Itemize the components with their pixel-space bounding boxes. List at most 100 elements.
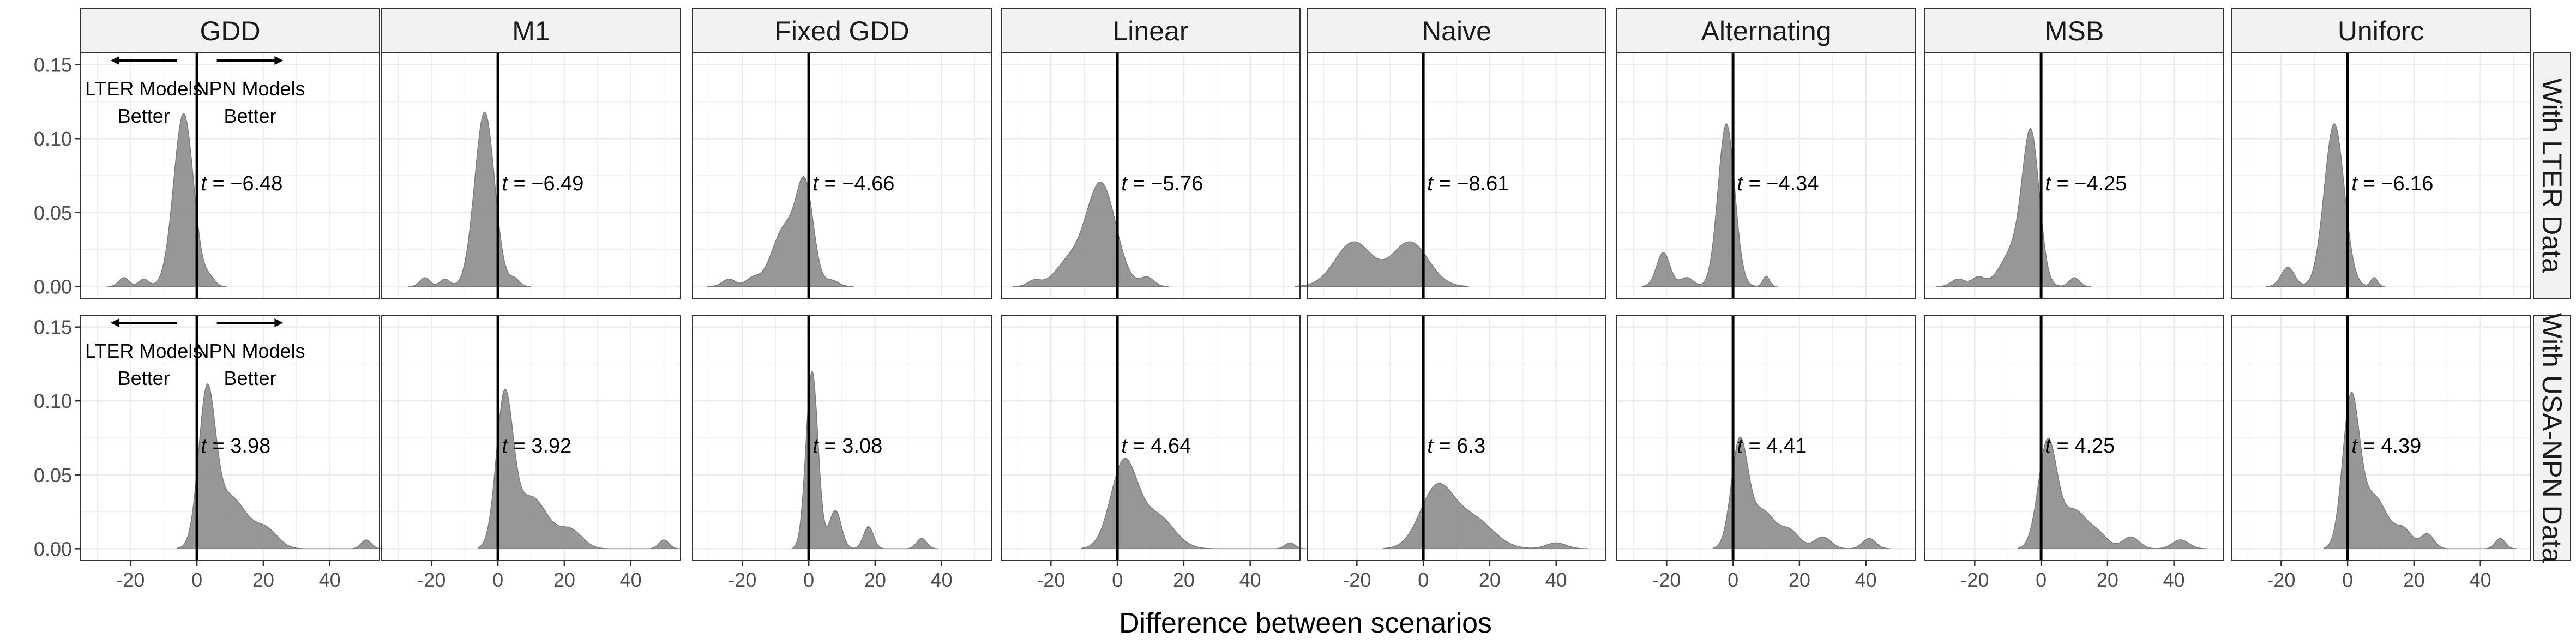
x-tick-label: 0 xyxy=(1112,569,1123,591)
facet-strip xyxy=(1001,8,1301,53)
x-tick-label: 40 xyxy=(620,569,642,591)
facet-strip xyxy=(2231,8,2531,53)
t-statistic: t = 3.08 xyxy=(812,435,882,458)
t-statistic: t = −5.76 xyxy=(1121,172,1203,195)
t-statistic: t = −6.16 xyxy=(2351,172,2433,195)
npn-better-label: Better xyxy=(224,105,276,127)
facet-label-3: Fixed GDD xyxy=(774,16,909,46)
t-statistic: t = 4.39 xyxy=(2351,435,2421,458)
t-value: = −4.66 xyxy=(818,172,894,195)
density-curve-2-1 xyxy=(176,383,383,550)
t-value: = −6.49 xyxy=(508,172,583,195)
x-tick-label: 0 xyxy=(803,569,814,591)
facet-strip xyxy=(1307,8,1606,53)
density-curve-2-2 xyxy=(477,388,681,550)
t-symbol: t xyxy=(1121,172,1128,195)
lter-better-label: LTER Models xyxy=(85,77,202,100)
t-symbol: t xyxy=(812,435,819,458)
x-tick-label: -20 xyxy=(1960,569,1989,591)
t-statistic: t = −6.49 xyxy=(502,172,583,195)
facet-strip xyxy=(80,8,380,53)
x-tick-label: 20 xyxy=(2097,569,2118,591)
t-symbol: t xyxy=(1427,172,1434,195)
panel-border xyxy=(381,315,681,561)
facet-label-5: Naive xyxy=(1422,16,1491,46)
density-curve-1-2 xyxy=(408,111,531,287)
t-value: = −6.16 xyxy=(2357,172,2433,195)
row-label-2: With USA-NPN Data xyxy=(2537,313,2567,563)
panel-border xyxy=(1616,315,1916,561)
lter-better-label: Better xyxy=(118,367,170,389)
annotations: t = −6.48 t = −6.49 t = −4.66 t = −5.76 t = … xyxy=(85,56,2433,458)
x-tick-label: 0 xyxy=(191,569,202,591)
y-tick-label: 0.00 xyxy=(34,538,72,560)
y-tick-label: 0.10 xyxy=(34,390,72,412)
x-tick-label: 20 xyxy=(1789,569,1810,591)
t-symbol: t xyxy=(2045,172,2051,195)
t-symbol: t xyxy=(1737,172,1743,195)
t-value: = 3.08 xyxy=(818,435,882,458)
y-tick-label: 0.05 xyxy=(34,202,72,224)
facet-label-4: Linear xyxy=(1113,16,1189,46)
t-value: = 4.64 xyxy=(1127,435,1191,458)
x-tick-label: 20 xyxy=(864,569,886,591)
lter-better-label: Better xyxy=(118,105,170,127)
density-curve-2-5 xyxy=(1383,483,1588,550)
t-value: = 4.25 xyxy=(2051,435,2115,458)
facet-label-1: GDD xyxy=(200,16,260,46)
y-tick-label: 0.10 xyxy=(34,128,72,150)
density-curve-1-6 xyxy=(1641,123,1778,287)
x-tick-label: 0 xyxy=(2036,569,2047,591)
facet-label-2: M1 xyxy=(512,16,550,46)
t-value: = 4.39 xyxy=(2357,435,2421,458)
t-statistic: t = −4.66 xyxy=(812,172,894,195)
density-curve-1-3 xyxy=(707,176,854,287)
density-curve-2-6 xyxy=(1712,436,1891,550)
density-curve-2-7 xyxy=(2017,437,2208,550)
x-tick-label: 40 xyxy=(2163,569,2185,591)
t-statistic: t = 4.41 xyxy=(1737,435,1807,458)
row-strip xyxy=(2533,52,2571,299)
facet-strip xyxy=(381,8,681,53)
density-curve-2-8 xyxy=(2324,392,2517,550)
panel-border xyxy=(1307,315,1606,561)
t-symbol: t xyxy=(2045,435,2051,458)
row-label-1: With LTER Data xyxy=(2537,78,2567,273)
t-statistic: t = −4.25 xyxy=(2045,172,2127,195)
t-value: = 6.3 xyxy=(1433,435,1485,458)
x-tick-label: -20 xyxy=(116,569,145,591)
npn-better-label: NPN Models xyxy=(195,340,305,362)
left-arrowhead xyxy=(110,318,119,327)
facet-label-7: MSB xyxy=(2045,16,2104,46)
t-symbol: t xyxy=(812,172,819,195)
x-tick-label: -20 xyxy=(728,569,756,591)
x-tick-label: 0 xyxy=(1418,569,1429,591)
t-symbol: t xyxy=(201,435,207,458)
facet-strip xyxy=(1924,8,2224,53)
x-tick-label: 40 xyxy=(1239,569,1261,591)
panel-border xyxy=(2231,315,2531,561)
x-tick-label: 40 xyxy=(1545,569,1567,591)
right-arrowhead xyxy=(274,56,284,65)
t-value: = 4.41 xyxy=(1743,435,1807,458)
t-statistic: t = 3.92 xyxy=(502,435,571,458)
t-symbol: t xyxy=(1737,435,1743,458)
t-symbol: t xyxy=(201,172,207,195)
density-curve-1-8 xyxy=(2266,123,2386,287)
x-tick-label: 20 xyxy=(2403,569,2425,591)
t-symbol: t xyxy=(1121,435,1128,458)
t-symbol: t xyxy=(502,435,508,458)
t-value: = −4.25 xyxy=(2051,172,2127,195)
facet-strip xyxy=(1616,8,1916,53)
t-statistic: t = 3.98 xyxy=(201,435,270,458)
x-tick-label: 40 xyxy=(2470,569,2491,591)
t-symbol: t xyxy=(2351,172,2358,195)
y-tick-label: 0.15 xyxy=(34,54,72,76)
x-axis-title: Difference between scenarios xyxy=(1119,607,1492,639)
panel-border xyxy=(692,315,992,561)
t-statistic: t = 6.3 xyxy=(1427,435,1485,458)
x-tick-label: -20 xyxy=(1037,569,1065,591)
